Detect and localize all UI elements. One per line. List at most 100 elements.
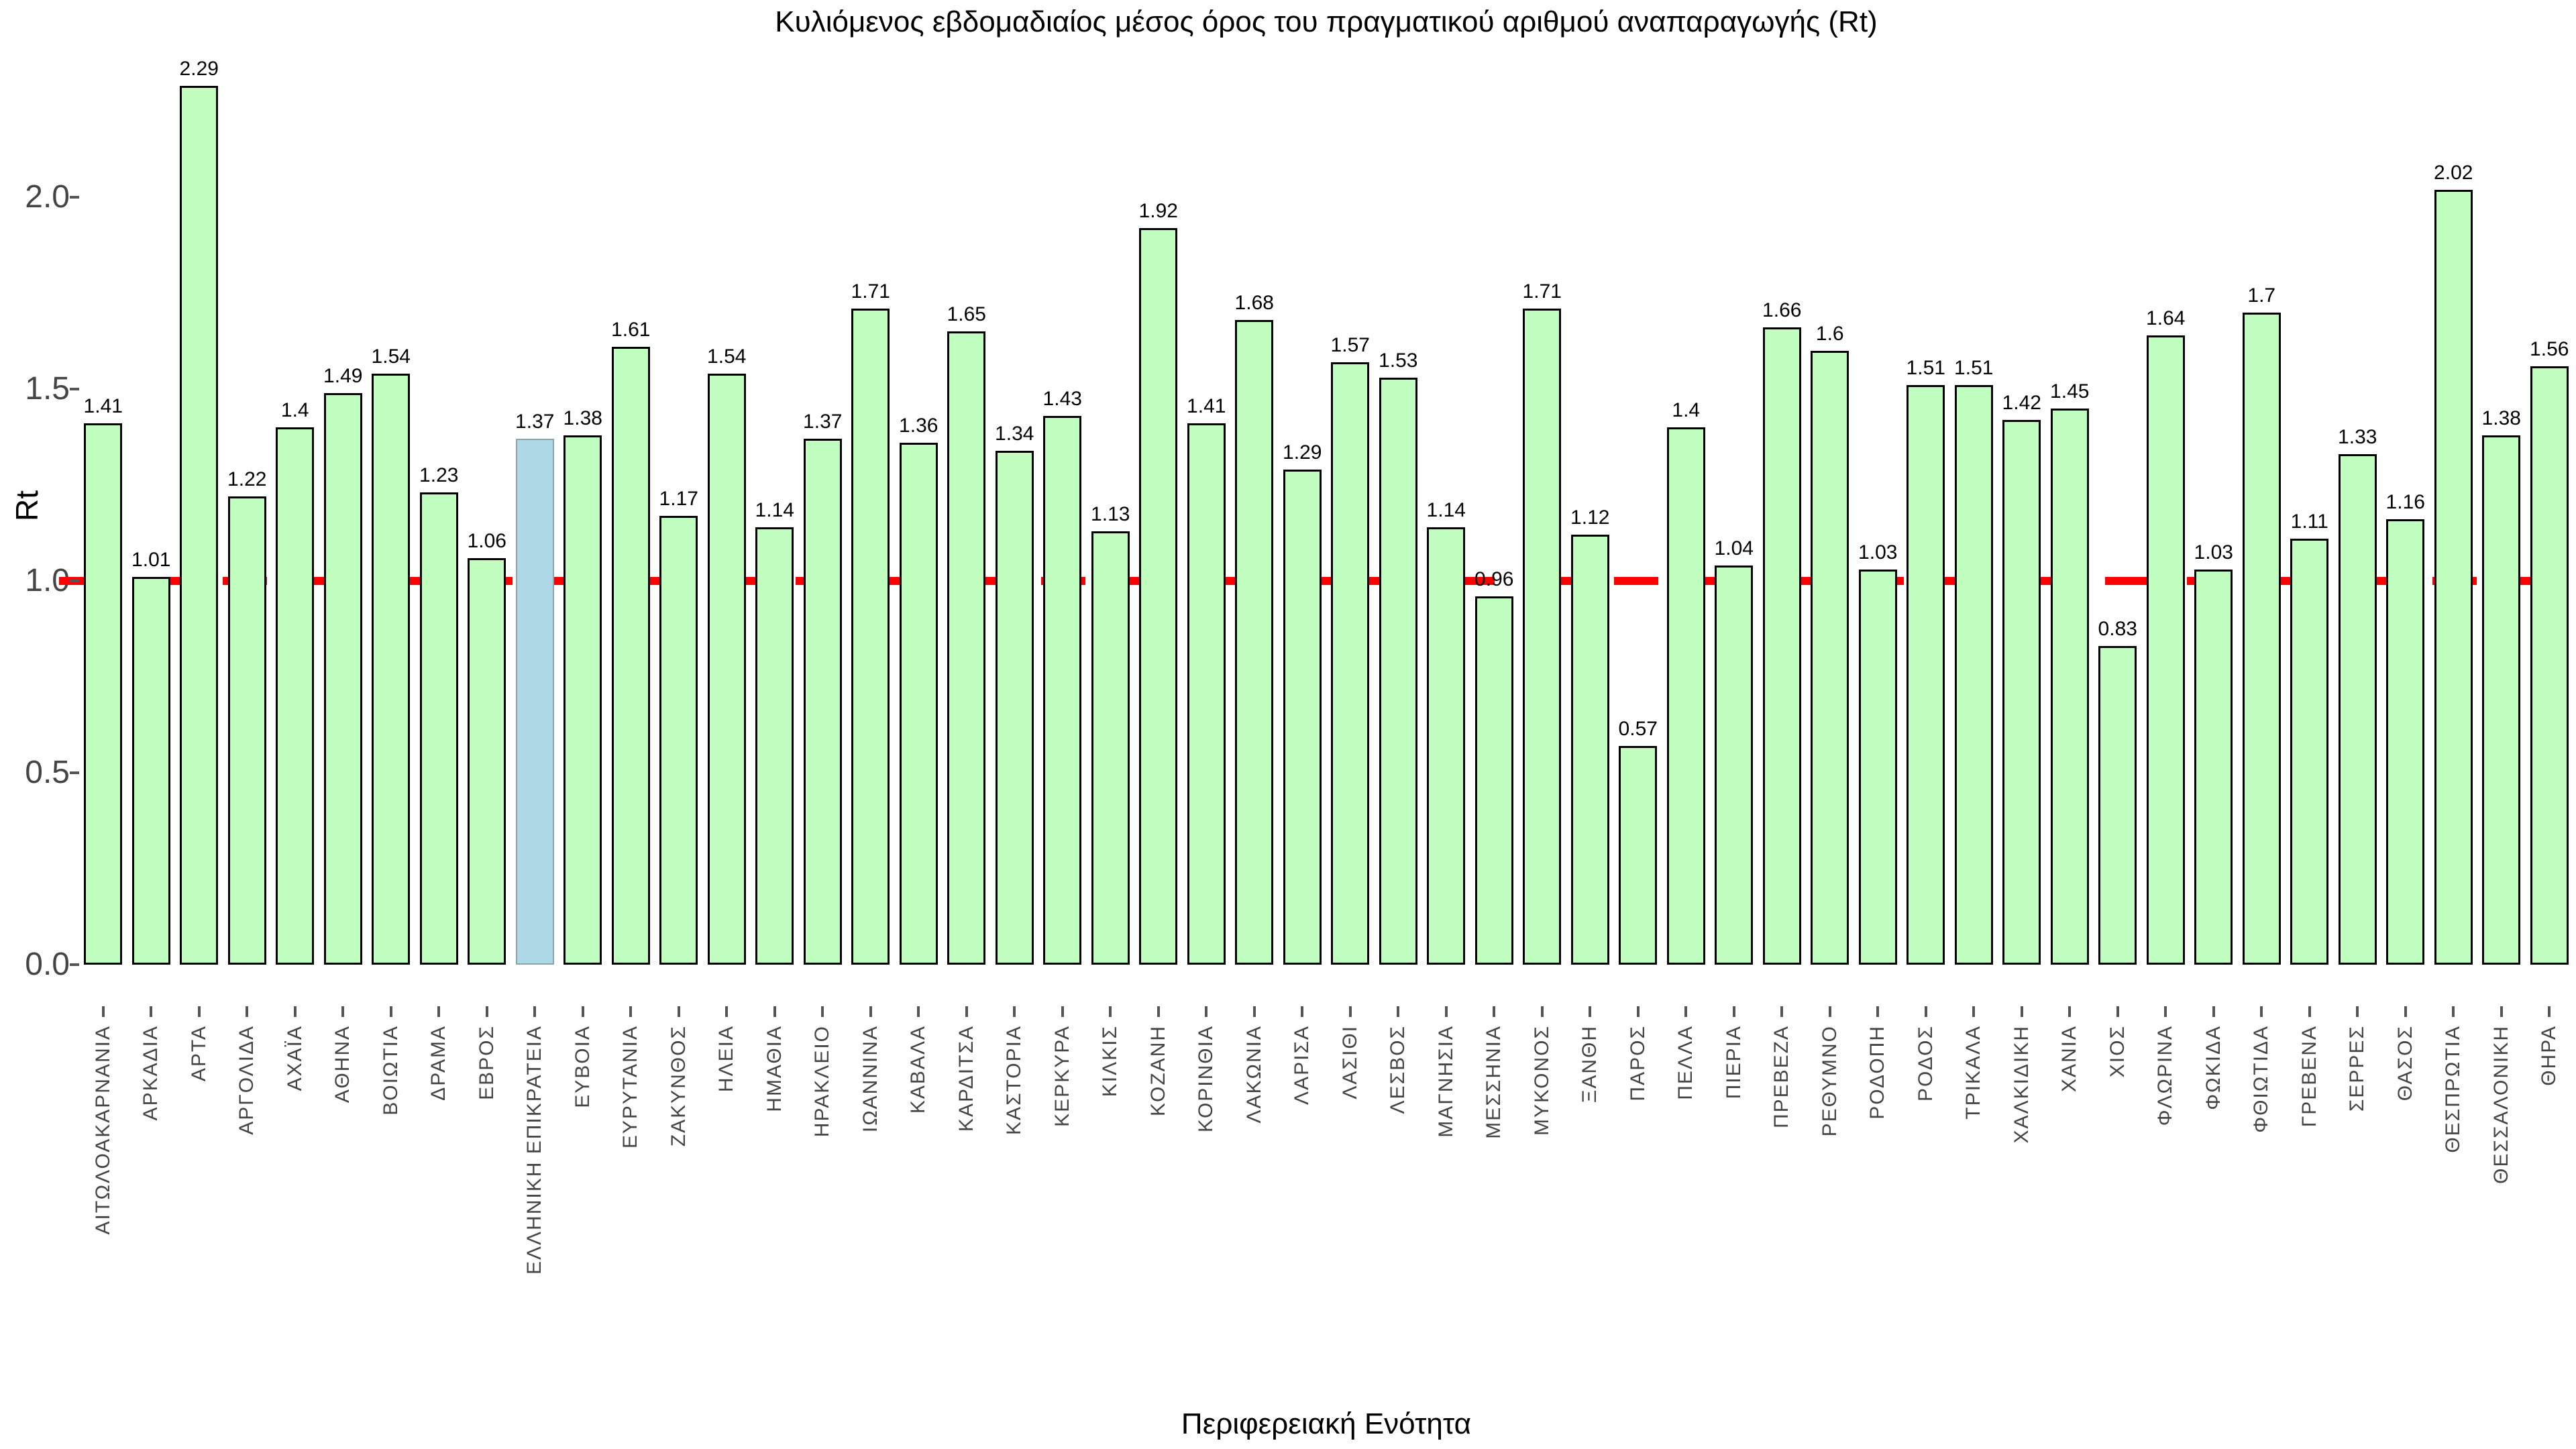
bar-value-label: 1.14 <box>1426 498 1466 521</box>
x-tick-mark <box>869 1006 872 1017</box>
x-label-cell: ΜΕΣΣΗΝΙΑ <box>1470 1025 1519 1449</box>
x-tick-mark <box>773 1006 776 1017</box>
x-tick-label: ΤΡΙΚΑΛΑ <box>1962 1025 1985 1120</box>
y-axis-title-text: Rt <box>9 490 44 521</box>
bar <box>2338 454 2377 965</box>
bar <box>323 392 362 965</box>
bar-value-label: 1.57 <box>1330 333 1370 356</box>
x-tick-mark <box>2116 1006 2119 1017</box>
bar-group: 1.16 <box>2381 47 2430 965</box>
bar-group: 1.01 <box>127 47 176 965</box>
bar-group: 1.06 <box>463 47 511 965</box>
bar-group: 1.36 <box>895 47 943 965</box>
x-tick-mark <box>246 1006 249 1017</box>
x-tick-mark <box>917 1006 920 1017</box>
bar-value-label: 1.03 <box>2194 541 2233 564</box>
bar-value-label: 1.54 <box>707 345 747 368</box>
x-label-cell: ΞΑΝΘΗ <box>1566 1025 1615 1449</box>
x-label-cell: ΗΜΑΘΙΑ <box>751 1025 799 1449</box>
bar-value-label: 1.12 <box>1570 506 1610 529</box>
x-label-cell: ΣΕΡΡΕΣ <box>2334 1025 2382 1449</box>
bar-group: 1.7 <box>2238 47 2286 965</box>
bar-group: 1.45 <box>2046 47 2094 965</box>
x-tick-label: ΜΕΣΣΗΝΙΑ <box>1483 1025 1505 1139</box>
bar <box>131 577 170 965</box>
bar-value-label: 1.64 <box>2146 307 2186 329</box>
bar-value-label: 1.45 <box>2050 380 2090 402</box>
x-tick-mark <box>1636 1006 1640 1017</box>
x-tick-label: ΡΟΔΟΠΗ <box>1866 1025 1889 1120</box>
bar-group: 1.71 <box>847 47 895 965</box>
bar <box>1907 385 1945 965</box>
y-tick-label: 1.5 <box>25 371 70 407</box>
bar-group: 1.12 <box>1566 47 1615 965</box>
x-label-cell: ΕΒΡΟΣ <box>463 1025 511 1449</box>
x-tick-label: ΕΒΡΟΣ <box>475 1025 498 1100</box>
bar <box>2290 539 2329 965</box>
x-label-cell: ΡΟΔΟΠΗ <box>1854 1025 1902 1449</box>
bar <box>1043 416 1082 965</box>
bar <box>2482 435 2521 965</box>
bar-value-label: 2.29 <box>179 58 219 80</box>
bar-value-label: 1.13 <box>1091 502 1130 525</box>
bar-value-label: 1.41 <box>1187 395 1226 418</box>
x-tick-label: ΛΑΚΩΝΙΑ <box>1242 1025 1265 1124</box>
x-label-cell: ΛΑΡΙΣΑ <box>1279 1025 1327 1449</box>
bar-group: 1.03 <box>2190 47 2238 965</box>
bar-group: 1.92 <box>1134 47 1183 965</box>
bar-value-label: 1.38 <box>2481 407 2521 429</box>
x-tick-label: ΛΕΣΒΟΣ <box>1387 1025 1409 1114</box>
bar-group: 1.38 <box>559 47 607 965</box>
bar-group: 1.03 <box>1854 47 1902 965</box>
x-tick-mark <box>2212 1006 2215 1017</box>
x-tick-mark <box>2308 1006 2311 1017</box>
x-tick-label: ΘΕΣΣΑΛΟΝΙΚΗ <box>2489 1025 2512 1184</box>
x-label-cell: ΘΕΣΠΡΩΤΙΑ <box>2430 1025 2478 1449</box>
y-tick-label: 2.0 <box>25 179 70 215</box>
bar-value-label: 1.06 <box>467 529 506 552</box>
x-tick-label: ΠΙΕΡΙΑ <box>1722 1025 1745 1099</box>
x-tick-mark <box>341 1006 345 1017</box>
bar-group: 1.41 <box>79 47 127 965</box>
bar-value-label: 1.4 <box>280 399 309 422</box>
bar <box>611 347 650 965</box>
x-tick-mark <box>2452 1006 2455 1017</box>
x-label-cell: ΠΙΕΡΙΑ <box>1710 1025 1758 1449</box>
y-tick-label: 0.0 <box>25 947 70 982</box>
x-label-cell: ΧΙΟΣ <box>2094 1025 2142 1449</box>
x-axis-labels: ΑΙΤΩΛΟΑΚΑΡΝΑΝΙΑ ΑΡΚΑΔΙΑ ΑΡΤΑ ΑΡΓΟΛΙΔΑ ΑΧΑΪΑ Α… <box>79 1025 2573 1449</box>
y-tick-mark <box>70 580 79 582</box>
bar-group: 1.41 <box>1183 47 1231 965</box>
bar-value-label: 1.6 <box>1815 322 1844 345</box>
x-tick-label: ΠΑΡΟΣ <box>1626 1025 1649 1102</box>
bar-value-label: 1.51 <box>1906 357 1945 380</box>
bar-group: 1.23 <box>415 47 464 965</box>
bar-value-label: 1.37 <box>803 411 843 433</box>
x-tick-mark <box>1493 1006 1496 1017</box>
x-label-cell: ΙΩΑΝΝΙΝΑ <box>847 1025 895 1449</box>
x-tick-mark <box>1924 1006 1927 1017</box>
x-tick-mark <box>1780 1006 1784 1017</box>
bar-group: 1.34 <box>991 47 1039 965</box>
bar <box>1187 423 1226 965</box>
x-tick-mark <box>293 1006 297 1017</box>
bar-value-label: 1.65 <box>947 303 986 326</box>
x-tick-label: ΑΡΚΑΔΙΑ <box>140 1025 162 1121</box>
bar <box>2050 408 2089 965</box>
x-label-cell: ΑΘΗΝΑ <box>319 1025 368 1449</box>
bar-group: 1.54 <box>367 47 415 965</box>
bar <box>180 86 219 965</box>
x-tick-label: ΚΙΛΚΙΣ <box>1099 1025 1122 1097</box>
x-tick-label: ΜΥΚΟΝΟΣ <box>1530 1025 1553 1136</box>
x-tick-mark <box>1828 1006 1831 1017</box>
x-label-cell: ΑΧΑΪΑ <box>271 1025 319 1449</box>
x-label-cell: ΓΡΕΒΕΝΑ <box>2286 1025 2334 1449</box>
x-tick-label: ΣΕΡΡΕΣ <box>2346 1025 2369 1112</box>
x-tick-mark <box>2500 1006 2503 1017</box>
x-tick-mark <box>1540 1006 1544 1017</box>
bar-value-label: 0.57 <box>1618 717 1658 740</box>
x-tick-label: ΛΑΣΙΘΙ <box>1338 1025 1361 1099</box>
x-tick-mark <box>2260 1006 2263 1017</box>
bar-group: 2.29 <box>175 47 223 965</box>
bar-group: 1.54 <box>703 47 751 965</box>
